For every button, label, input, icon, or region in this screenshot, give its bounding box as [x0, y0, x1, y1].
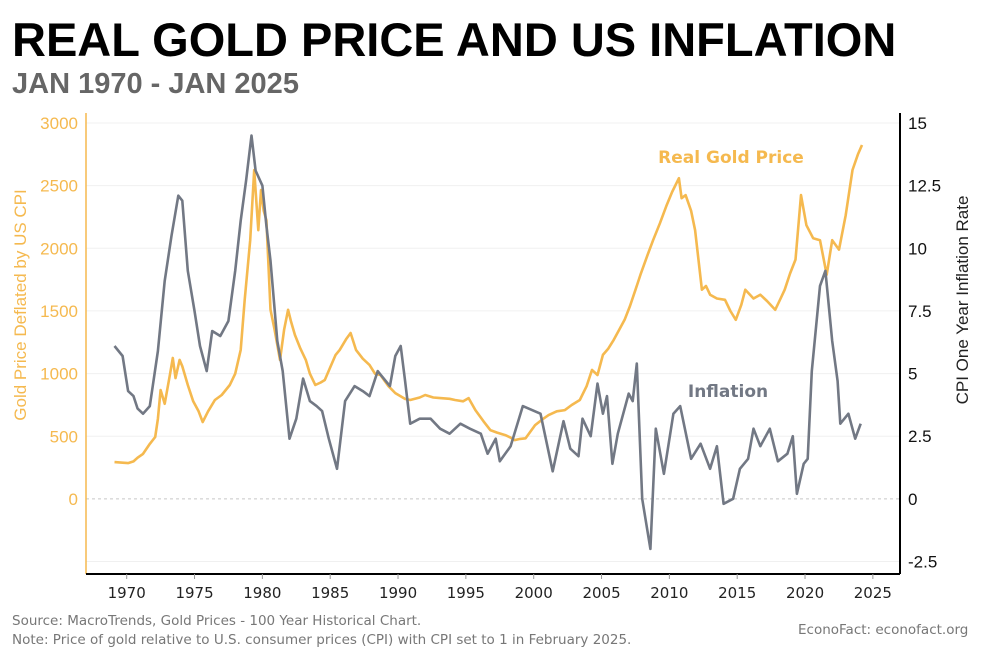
left-tick-label: 2500	[40, 177, 78, 196]
right-axis-label: CPI One Year Inflation Rate	[953, 196, 972, 405]
left-tick-label: 1500	[40, 302, 78, 321]
right-tick-label: 0	[908, 490, 917, 509]
x-tick-label: 1990	[379, 584, 417, 602]
right-tick-label: 2.5	[908, 427, 932, 446]
right-tick-label: -2.5	[908, 552, 937, 571]
right-tick-label: 7.5	[908, 302, 932, 321]
x-tick-label: 1995	[447, 584, 485, 602]
x-tick-label: 2015	[718, 584, 756, 602]
left-tick-label: 0	[69, 490, 78, 509]
left-tick-label: 500	[50, 427, 78, 446]
right-tick-label: 5	[908, 365, 917, 384]
chart-title: REAL GOLD PRICE AND US INFLATION	[12, 13, 897, 66]
gridlines	[86, 122, 900, 562]
source-note: Source: MacroTrends, Gold Prices - 100 Y…	[12, 613, 422, 629]
left-axis-label: Gold Price Deflated by US CPI	[11, 189, 30, 420]
left-tick-label: 3000	[40, 114, 78, 133]
real-gold-price-line	[114, 144, 864, 465]
x-tick-label: 2020	[786, 584, 824, 602]
x-tick-label: 2005	[582, 584, 620, 602]
chart-subtitle: JAN 1970 - JAN 2025	[12, 68, 299, 100]
annotation-inflation: Inflation	[688, 382, 768, 402]
x-tick-label: 1985	[311, 584, 349, 602]
credit: EconoFact: econofact.org	[798, 622, 969, 638]
inflation-line	[113, 134, 862, 551]
annotation-real-gold-price: Real Gold Price	[658, 148, 804, 168]
x-tick-label: 1980	[243, 584, 281, 602]
axes: 15 12.5 10 7.5 5 2.5 0 -2.5 3000 2500 2000 1500 1000…	[40, 113, 941, 602]
x-tick-label: 2025	[854, 584, 892, 602]
x-tick-label: 1975	[175, 584, 213, 602]
x-tick-label: 2010	[650, 584, 688, 602]
right-tick-label: 15	[908, 114, 927, 133]
left-tick-label: 1000	[40, 365, 78, 384]
x-tick-label: 2000	[515, 584, 553, 602]
x-tick-label: 1970	[108, 584, 146, 602]
right-tick-label: 12.5	[908, 177, 941, 196]
left-tick-label: 2000	[40, 239, 78, 258]
footnote: Note: Price of gold relative to U.S. con…	[12, 632, 632, 648]
series-lines	[113, 134, 864, 551]
right-tick-label: 10	[908, 239, 927, 258]
